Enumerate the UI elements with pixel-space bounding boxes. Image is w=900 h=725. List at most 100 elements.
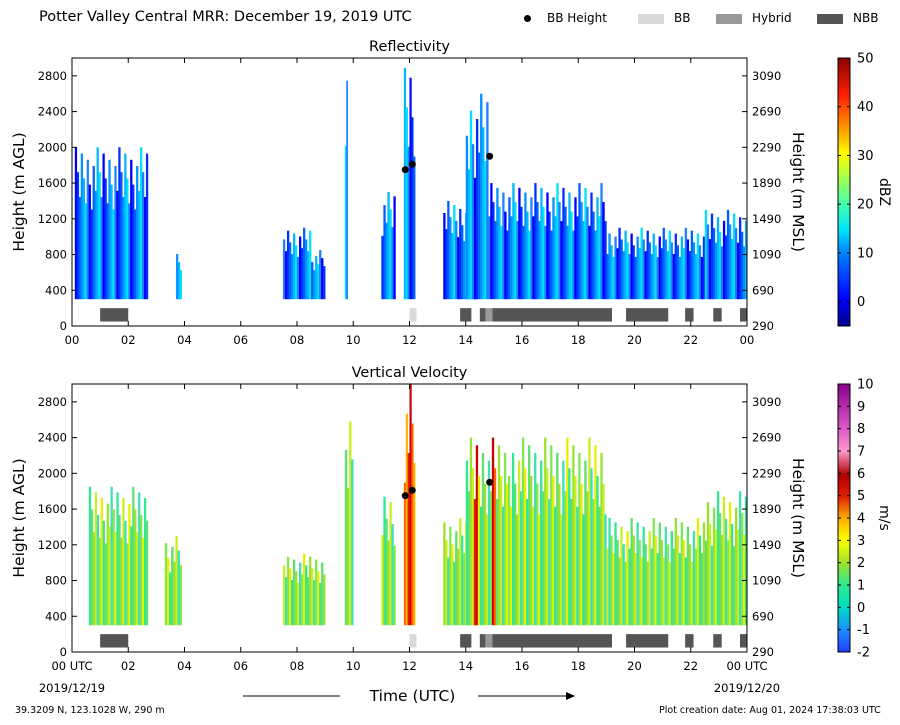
arrow-right-icon <box>566 692 575 700</box>
echo-strip <box>323 574 326 626</box>
echo-strip <box>540 187 543 300</box>
echo-strip <box>530 475 533 626</box>
bb-class-bar <box>739 634 747 648</box>
echo-strip <box>528 230 531 300</box>
echo-strip <box>542 206 545 300</box>
echo-strip <box>610 535 613 626</box>
echo-strip <box>508 197 511 300</box>
bb-class-bar <box>100 634 129 648</box>
echo-strip <box>744 220 748 300</box>
echo-strip <box>102 520 105 626</box>
bb-classification-bars <box>100 634 747 648</box>
y-tick-label-right: 2290 <box>752 466 781 480</box>
echo-strip <box>604 514 607 626</box>
echo-strip <box>479 506 483 626</box>
echo-strip <box>495 498 499 626</box>
echo-strip <box>638 539 641 626</box>
echo-strip <box>112 509 115 626</box>
echo-strip <box>684 557 688 626</box>
x-axis-label: Time (UTC) <box>369 687 456 705</box>
y-tick-label: 1600 <box>38 176 67 190</box>
echo-strip <box>381 535 384 626</box>
echo-strip <box>528 445 531 626</box>
legend-hybrid-label: Hybrid <box>752 11 792 25</box>
y-tick-label: 2400 <box>38 105 67 119</box>
echo-strip <box>94 190 97 300</box>
y-tick-label-right: 2690 <box>752 105 781 119</box>
echo-strip <box>305 239 308 300</box>
echo-strip <box>708 524 712 626</box>
echo-strip <box>86 159 89 300</box>
echo-strip <box>678 256 682 300</box>
echo-strip <box>622 544 625 626</box>
echo-strip <box>674 518 677 626</box>
echo-strip <box>391 227 394 300</box>
legend-hybrid: Hybrid <box>716 11 792 25</box>
echo-strip <box>130 526 133 626</box>
echo-strip <box>506 230 509 300</box>
echo-strip <box>714 242 718 300</box>
echo-strip <box>494 221 497 300</box>
y-tick-label-right: 1490 <box>752 212 781 226</box>
echo-strip <box>98 172 101 300</box>
echo-strip <box>636 522 639 626</box>
echo-strip <box>632 535 635 626</box>
echo-strip <box>536 202 539 300</box>
echo-strip <box>572 445 575 626</box>
echo-strip <box>469 437 473 626</box>
echo-strip <box>656 553 659 626</box>
echo-strip <box>700 553 704 626</box>
echo-strip <box>628 254 631 300</box>
echo-strip <box>142 172 145 300</box>
echo-strip <box>648 531 651 626</box>
echo-strip <box>351 459 354 626</box>
echo-strip <box>134 509 137 626</box>
echo-strip <box>321 258 324 300</box>
echo-strip <box>548 211 551 300</box>
echo-strip <box>584 187 587 300</box>
echo-strip <box>519 491 523 626</box>
y-tick-label: 400 <box>45 283 67 297</box>
echo-strip <box>670 242 673 300</box>
echo-strip <box>742 246 746 300</box>
echo-strip <box>393 546 396 626</box>
echo-strip <box>556 452 559 626</box>
echo-strip <box>570 211 573 300</box>
x-tick-label: 16 <box>515 659 530 673</box>
echo-strip <box>730 239 734 300</box>
echo-strip <box>540 460 543 626</box>
y-tick-label-right: 290 <box>752 645 774 659</box>
echo-strip <box>288 242 292 300</box>
echo-strip <box>510 216 513 300</box>
echo-strip <box>480 93 483 300</box>
echo-strip <box>503 452 507 626</box>
echo-strip <box>634 553 637 626</box>
echo-strip <box>128 203 131 300</box>
legend-bb-height: BB Height <box>524 11 607 25</box>
y-tick-label: 2800 <box>38 395 67 409</box>
echo-strip <box>112 209 115 300</box>
bb-class-bar <box>460 308 472 322</box>
colorbar-tick-label: 4 <box>857 512 865 527</box>
echo-strip <box>492 202 495 300</box>
y-tick-label-right: 1890 <box>752 502 781 516</box>
echo-strip <box>288 568 292 626</box>
bb-class-bar <box>485 308 493 322</box>
echo-strip <box>718 231 722 300</box>
echo-strip <box>319 582 322 626</box>
echo-strip <box>301 248 304 300</box>
colorbar-tick-label: 50 <box>857 52 874 67</box>
echo-strip <box>284 577 288 626</box>
echo-strip <box>313 580 316 626</box>
legend-nbb-label: NBB <box>853 11 879 25</box>
echo-strip <box>140 515 143 626</box>
bb-class-bar <box>685 634 694 648</box>
echo-strip <box>580 483 583 626</box>
echo-strip <box>546 192 549 300</box>
echo-strip <box>175 535 178 626</box>
echo-strip <box>564 206 567 300</box>
echo-strip <box>126 543 129 626</box>
